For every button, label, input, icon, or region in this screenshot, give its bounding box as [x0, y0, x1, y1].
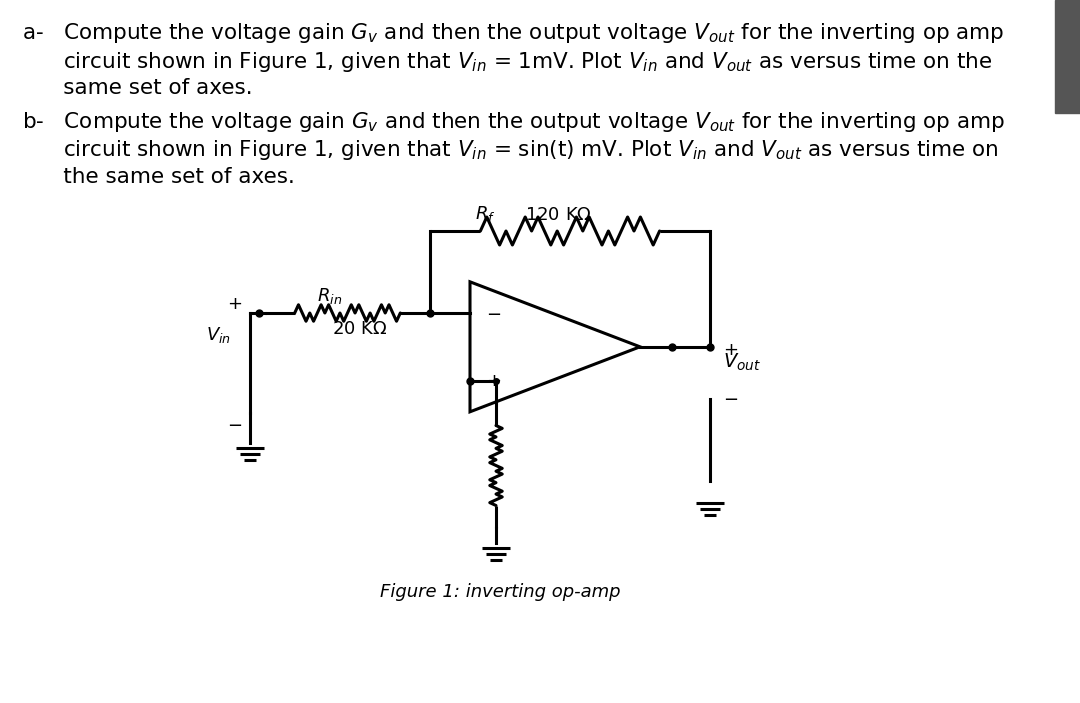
Text: $V_{in}$: $V_{in}$ — [205, 325, 230, 345]
Text: $-$: $-$ — [228, 415, 243, 433]
Text: $-$: $-$ — [486, 304, 501, 322]
Text: the same set of axes.: the same set of axes. — [22, 167, 295, 186]
Text: same set of axes.: same set of axes. — [22, 78, 253, 98]
Text: circuit shown in Figure 1, given that $V_{in}$ = sin(t) mV. Plot $V_{in}$ and $V: circuit shown in Figure 1, given that $V… — [22, 138, 999, 162]
Text: $R_f$: $R_f$ — [475, 204, 496, 224]
Text: $R_{in}$: $R_{in}$ — [316, 286, 342, 306]
Text: $+$: $+$ — [486, 372, 501, 389]
Text: circuit shown in Figure 1, given that $V_{in}$ = 1mV. Plot $V_{in}$ and $V_{out}: circuit shown in Figure 1, given that $V… — [22, 49, 993, 74]
Text: Figure 1: inverting op-amp: Figure 1: inverting op-amp — [380, 583, 620, 601]
Text: 20 K$\Omega$: 20 K$\Omega$ — [332, 320, 388, 338]
Text: 120 K$\Omega$: 120 K$\Omega$ — [525, 206, 592, 224]
Text: +: + — [228, 295, 243, 313]
Text: b-   Compute the voltage gain $G_v$ and then the output voltage $V_{out}$ for th: b- Compute the voltage gain $G_v$ and th… — [22, 110, 1004, 134]
Text: +: + — [723, 341, 738, 359]
Text: $-$: $-$ — [723, 389, 738, 407]
Bar — [1055, 0, 1080, 113]
Text: $V_{out}$: $V_{out}$ — [723, 352, 761, 373]
Text: a-   Compute the voltage gain $G_v$ and then the output voltage $V_{out}$ for th: a- Compute the voltage gain $G_v$ and th… — [22, 21, 1004, 45]
